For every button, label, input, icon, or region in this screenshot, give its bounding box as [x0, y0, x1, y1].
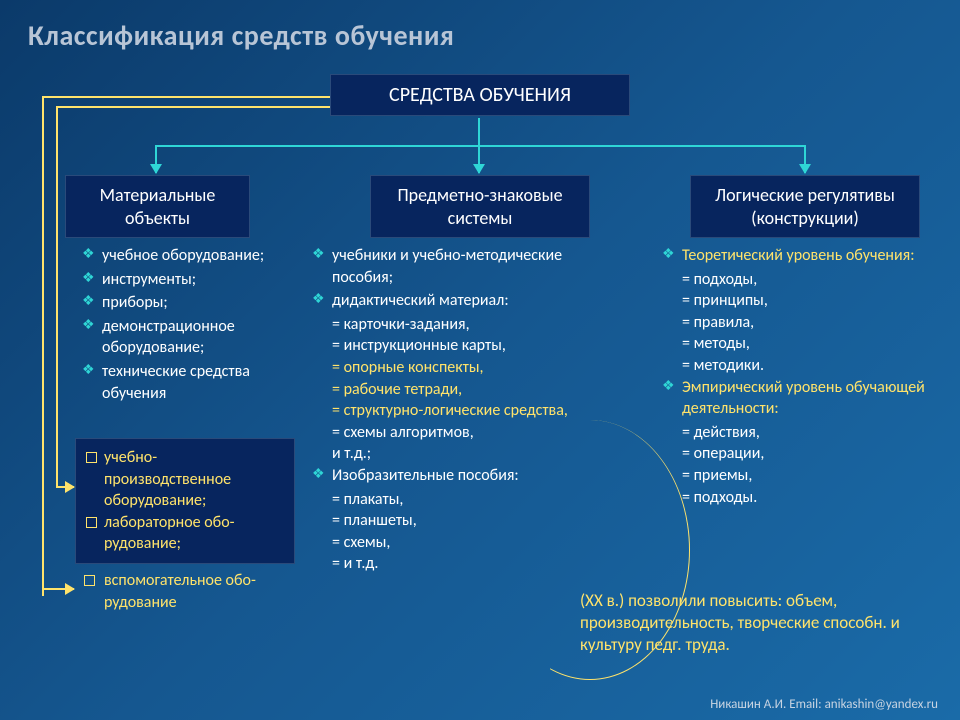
arrow-c2	[478, 145, 480, 173]
yl-h-top	[42, 96, 330, 98]
bottom-note: (XX в.) позволили повысить: объем, произ…	[580, 590, 930, 656]
yl-v1	[42, 96, 44, 596]
col2-i2: дидактический материал:	[310, 290, 600, 312]
col3-h1: Теоретический уровень обучения:	[660, 245, 940, 267]
col2-s5: = структурно-логические средства,	[310, 400, 600, 422]
col1-i2: инструменты;	[80, 269, 290, 291]
col1-box-i2: лабораторное обо-рудование;	[84, 512, 282, 555]
col1-i5: технические средства обучения	[80, 361, 290, 404]
col3-s9: = подходы.	[660, 487, 940, 509]
page-title: Классификация средств обучения	[28, 18, 454, 53]
col1-box-i1: учебно-производственное оборудование;	[84, 447, 282, 512]
col1-i1: учебное оборудование;	[80, 245, 290, 267]
col3-s3: = правила,	[660, 312, 940, 334]
col1-i4: демонстрационное оборудование;	[80, 316, 290, 359]
col2-s1: = карточки-задания,	[310, 314, 600, 336]
col3-s4: = методы,	[660, 333, 940, 355]
col3-s1: = подходы,	[660, 269, 940, 291]
col2-s2: = инструкционные карты,	[310, 335, 600, 357]
col1-i3: приборы;	[80, 292, 290, 314]
arrow-c3	[804, 145, 806, 173]
cat-box-3: Логические регулятивы (конструкции)	[690, 175, 920, 238]
col3-s8: = приемы,	[660, 465, 940, 487]
arrow-c1	[155, 145, 157, 173]
col3-h2: Эмпирический уровень обучающей деятельно…	[660, 377, 940, 420]
col1-subbox: учебно-производственное оборудование; ла…	[75, 438, 295, 564]
yl-arrow-aux	[42, 588, 74, 590]
col3-s5: = методики.	[660, 355, 940, 377]
col3-list: Теоретический уровень обучения: = подход…	[660, 245, 940, 508]
col2-s4: = рабочие тетради,	[310, 379, 600, 401]
yl-v2	[56, 106, 58, 488]
root-node: СРЕДСТВА ОБУЧЕНИЯ	[330, 74, 630, 116]
col1-aux: вспомогательное обо-рудование	[80, 570, 310, 613]
footer-credit: Никашин А.И. Email: anikashin@yandex.ru	[710, 697, 938, 712]
col2-i1: учебники и учебно-методические пособия;	[310, 245, 600, 288]
connector-root-h	[155, 145, 805, 147]
col2-s3: = опорные конспекты,	[310, 357, 600, 379]
cat-box-1: Материальные объекты	[65, 175, 250, 238]
connector-root-v	[478, 118, 480, 145]
yl-arrow-box	[56, 486, 74, 488]
col1-list: учебное оборудование; инструменты; прибо…	[80, 245, 290, 406]
col3-s6: = действия,	[660, 422, 940, 444]
col3-s7: = операции,	[660, 443, 940, 465]
yl-h-top2	[56, 106, 330, 108]
cat-box-2: Предметно-знаковые системы	[370, 175, 590, 238]
col3-s2: = принципы,	[660, 290, 940, 312]
